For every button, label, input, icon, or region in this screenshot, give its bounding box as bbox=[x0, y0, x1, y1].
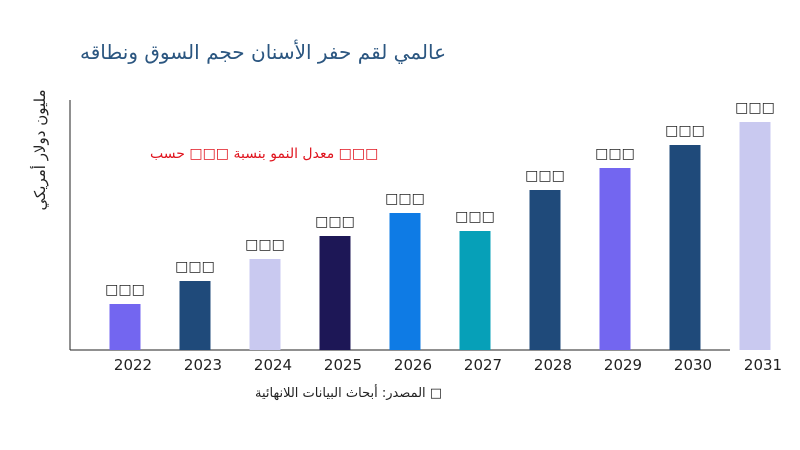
data-label-2027: □□□ bbox=[455, 209, 495, 225]
data-label-2028: □□□ bbox=[525, 168, 565, 184]
data-label-2023: □□□ bbox=[175, 259, 215, 275]
x-tick-2023: 2023 bbox=[184, 356, 222, 374]
bar-2028 bbox=[529, 190, 561, 350]
data-label-2029: □□□ bbox=[595, 146, 635, 162]
chart-title: عالمي لقم حفر الأسنان حجم السوق ونطاقه bbox=[80, 40, 447, 64]
x-tick-2022: 2022 bbox=[114, 356, 152, 374]
x-tick-2029: 2029 bbox=[604, 356, 642, 374]
bar-2022 bbox=[109, 304, 141, 350]
data-label-2022: □□□ bbox=[105, 282, 145, 298]
source-note: المصدر: أبحاث البيانات اللانهائية □ bbox=[255, 386, 443, 401]
data-label-2025: □□□ bbox=[315, 214, 355, 230]
data-label-2030: □□□ bbox=[665, 123, 705, 139]
x-tick-2026: 2026 bbox=[394, 356, 432, 374]
bar-2030 bbox=[669, 145, 701, 350]
data-label-2031: □□□ bbox=[735, 100, 775, 116]
data-label-2026: □□□ bbox=[385, 191, 425, 207]
x-tick-2025: 2025 bbox=[324, 356, 362, 374]
x-tick-2031: 2031 bbox=[744, 356, 782, 374]
bar-2025 bbox=[319, 236, 351, 350]
bar-2031 bbox=[739, 122, 771, 350]
bar-2027 bbox=[459, 231, 491, 350]
data-label-2024: □□□ bbox=[245, 237, 285, 253]
bar-2029 bbox=[599, 168, 631, 350]
growth-annotation: معدل النمو بنسبة □□□ حسب □□□ bbox=[150, 146, 379, 162]
x-tick-2028: 2028 bbox=[534, 356, 572, 374]
bar-2024 bbox=[249, 259, 281, 350]
bar-2023 bbox=[179, 281, 211, 350]
x-tick-2024: 2024 bbox=[254, 356, 292, 374]
bar-2026 bbox=[389, 213, 421, 350]
x-tick-2027: 2027 bbox=[464, 356, 502, 374]
x-tick-2030: 2030 bbox=[674, 356, 712, 374]
